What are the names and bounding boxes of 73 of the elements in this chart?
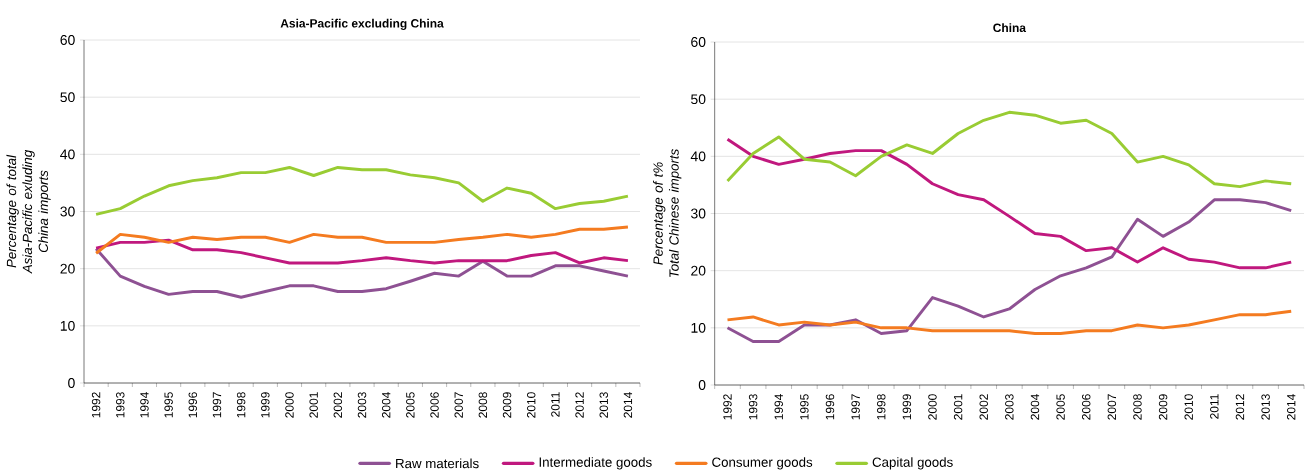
x-tick-label: 2010 [526, 392, 536, 418]
x-tick-label: 2009 [502, 392, 512, 418]
y-tick-label: 60 [60, 35, 75, 45]
x-tick-label: 2003 [1005, 394, 1014, 420]
x-tick-label: 2008 [478, 392, 488, 418]
y-tick-label: 0 [68, 378, 75, 388]
x-tick-label: 1997 [851, 394, 860, 420]
x-tick-label: 2012 [1235, 394, 1245, 420]
x-tick-label: 2009 [1158, 394, 1168, 420]
x-tick-label: 2007 [454, 392, 463, 418]
x-tick-label: 2011 [551, 392, 560, 417]
x-tick-label: 2001 [309, 392, 318, 418]
chart-title: China [993, 23, 1027, 33]
y-tick-label: 50 [691, 94, 706, 105]
x-tick-label: 2001 [953, 394, 963, 420]
x-tick-label: 2014 [623, 392, 633, 418]
x-tick-label: 2005 [406, 392, 415, 418]
line-series [726, 110, 1293, 189]
y-axis-title: Percentage of total Asia-Pacific exluding China imports [6, 150, 51, 274]
x-tick-label: 2003 [357, 392, 367, 418]
line-series [726, 137, 1293, 270]
x-tick-label: 1999 [261, 392, 270, 418]
legend-label: Intermediate goods [539, 457, 652, 470]
legend-label: Consumer goods [712, 457, 813, 470]
x-tick-label: 1997 [212, 392, 222, 418]
x-tick-label: 2004 [1030, 394, 1040, 420]
x-tick-label: 2005 [1056, 394, 1065, 420]
x-tick-label: 2002 [333, 392, 343, 418]
x-tick-label: 2011 [1210, 394, 1219, 419]
y-tick-label: 20 [691, 265, 706, 276]
x-tick-label: 2008 [1133, 394, 1142, 420]
chart-title: Asia-Pacific excluding China [280, 18, 444, 31]
y-tick-label: 40 [690, 151, 706, 162]
x-tick-label: 2012 [575, 392, 584, 418]
x-tick-label: 2000 [285, 392, 294, 418]
x-tick-label: 1993 [116, 392, 125, 418]
y-tick-label: 30 [691, 208, 706, 219]
x-tick-label: 1995 [800, 394, 809, 420]
x-tick-label: 2010 [1184, 394, 1193, 420]
x-tick-label: 1999 [902, 394, 912, 420]
line-series [94, 247, 630, 299]
line-series [94, 166, 630, 216]
x-tick-label: 2007 [1107, 394, 1117, 420]
y-tick-label: 10 [60, 320, 75, 331]
x-tick-label: 2014 [1286, 394, 1296, 420]
y-tick-label: 50 [60, 92, 75, 103]
x-tick-label: 1996 [188, 392, 198, 418]
x-tick-label: 2002 [979, 394, 988, 420]
x-tick-label: 1994 [774, 394, 783, 420]
x-tick-label: 2006 [430, 392, 439, 418]
line-series [726, 198, 1293, 344]
y-tick-label: 60 [691, 37, 706, 47]
y-tick-label: 20 [60, 263, 75, 274]
y-tick-label: 30 [60, 206, 75, 217]
y-tick-label: 0 [698, 380, 706, 390]
y-tick-label: 10 [691, 322, 706, 333]
x-tick-label: 1992 [723, 394, 732, 420]
y-axis-title: Percentage of t% Total Chinese imports [653, 149, 682, 278]
x-tick-label: 2000 [928, 394, 937, 420]
x-tick-label: 2006 [1081, 394, 1091, 420]
x-tick-label: 1998 [236, 392, 246, 418]
x-tick-label: 1995 [164, 392, 173, 418]
x-tick-label: 1996 [825, 394, 835, 420]
x-tick-label: 2013 [599, 392, 608, 418]
x-tick-label: 2004 [381, 392, 391, 418]
x-tick-label: 2013 [1261, 394, 1270, 420]
x-tick-label: 1998 [877, 394, 886, 420]
y-tick-label: 40 [60, 149, 75, 160]
legend-label: Capital goods [872, 457, 953, 470]
x-tick-label: 1992 [91, 392, 101, 418]
legend-label: Raw materials [396, 458, 479, 469]
x-tick-label: 1994 [140, 392, 149, 418]
x-tick-label: 1993 [748, 394, 758, 420]
